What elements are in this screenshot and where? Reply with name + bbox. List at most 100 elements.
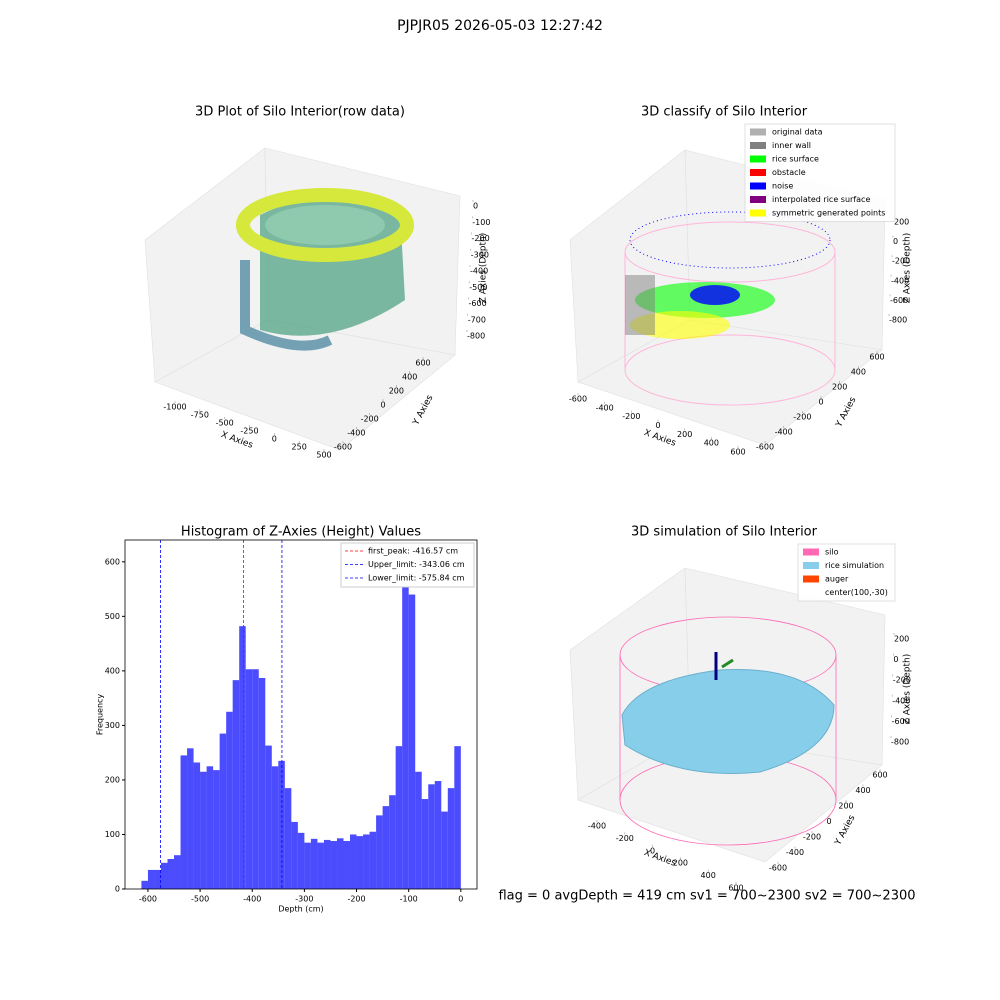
legend-label: original data (772, 128, 823, 137)
z-tick-label: -800 (467, 332, 485, 341)
y-tick-label: 200 (832, 383, 847, 392)
y-tick-label: -200 (793, 413, 811, 422)
x-tick-label: -500 (216, 419, 234, 428)
bar (389, 795, 396, 889)
chart-title: 3D Plot of Silo Interior(row data) (195, 105, 405, 120)
x-axis-label: Depth (cm) (278, 905, 323, 914)
z-tick-label: -800 (889, 316, 907, 325)
z-tick-label: 0 (473, 202, 478, 211)
x-tick-label: -250 (240, 427, 258, 436)
y-tick-label: 0 (115, 885, 120, 894)
x-tick-label: -400 (596, 403, 614, 412)
panel-3d-box (569, 567, 886, 863)
bar (330, 841, 337, 889)
x-tick-label: 400 (704, 439, 719, 448)
z-tick-label: -400 (892, 696, 910, 705)
z-tick-label: -400 (470, 267, 488, 276)
legend-box (744, 123, 896, 222)
y-tick-label: 600 (869, 353, 884, 362)
x-tick-label: 500 (316, 451, 331, 460)
bar (278, 760, 285, 889)
bar (252, 669, 259, 889)
z-tick-label: -300 (471, 250, 489, 259)
z-tick-label: -600 (890, 296, 908, 305)
z-tick-label: -600 (469, 299, 487, 308)
legend-label: obstacle (772, 168, 806, 177)
bar (232, 680, 240, 889)
z-tick-label: -600 (892, 717, 910, 726)
x-tick-label: -400 (243, 895, 261, 904)
y-tick-label: -600 (769, 864, 787, 873)
x-tick-label: 0 (655, 421, 660, 430)
x-tick-label: -600 (569, 395, 587, 404)
bar (226, 711, 233, 889)
chart-title: 3D simulation of Silo Interior (631, 525, 818, 540)
y-tick-label: 600 (415, 359, 430, 368)
legend-swatch (803, 562, 819, 569)
z-axis-label: Z Axies (Depth) (903, 654, 913, 725)
x-axis-label: X Axies (642, 848, 677, 869)
x-tick-label: -200 (616, 834, 634, 843)
bar (441, 811, 448, 889)
legend-label: interpolated rice surface (772, 195, 870, 204)
y-tick-label: 200 (105, 775, 120, 784)
x-tick-label: 250 (292, 443, 307, 452)
bar (402, 556, 409, 889)
x-tick-label: 0 (272, 435, 277, 444)
x-tick-label: -200 (347, 895, 365, 904)
bar (317, 842, 324, 889)
x-tick-label: -1000 (163, 403, 186, 412)
y-tick-label: 600 (872, 771, 887, 780)
plot-frame (124, 539, 478, 890)
z-tick-label: 200 (894, 635, 909, 644)
y-tick-label: 400 (855, 786, 870, 795)
z-tick-label: -200 (892, 257, 910, 266)
bar (213, 770, 220, 889)
legend-label: symmetric generated points (772, 209, 885, 218)
z-axis-label: Z Axies (Depth) (903, 233, 913, 304)
y-tick-label: 600 (105, 557, 120, 566)
y-tick-label: 0 (826, 817, 831, 826)
bar (336, 838, 344, 889)
legend-swatch (750, 209, 766, 217)
bar (408, 594, 416, 889)
z-tick-label: -200 (893, 676, 911, 685)
bar (167, 859, 175, 889)
bar (434, 781, 442, 889)
legend-label: rice simulation (825, 561, 884, 570)
y-tick-label: 500 (105, 612, 120, 621)
bar (350, 834, 357, 889)
y-tick-label: 200 (389, 387, 404, 396)
bar (454, 746, 461, 889)
y-tick-label: 0 (380, 401, 385, 410)
legend-box (340, 542, 475, 588)
y-tick-label: -200 (361, 415, 379, 424)
x-tick-label: -200 (622, 412, 640, 421)
bar (291, 821, 298, 889)
z-axis-label: Z Axies (Depth) (479, 233, 489, 304)
bar (219, 733, 227, 889)
bar (447, 788, 455, 889)
y-tick-label: 400 (851, 368, 866, 377)
bar (141, 880, 148, 889)
legend-label: first_peak: -416.57 cm (368, 547, 458, 556)
z-tick-label: -500 (469, 283, 487, 292)
bar (160, 862, 168, 889)
x-tick-label: -500 (191, 895, 209, 904)
bar (284, 788, 292, 889)
bar (200, 771, 207, 889)
y-tick-label: 400 (105, 666, 120, 675)
legend-label: auger (825, 575, 849, 584)
bar (369, 831, 377, 889)
legend-label: silo (825, 548, 839, 557)
x-tick-label: -750 (191, 411, 209, 420)
z-tick-label: -800 (891, 738, 909, 747)
bar (271, 766, 279, 889)
z-tick-label: -400 (891, 276, 909, 285)
y-tick-label: -400 (347, 429, 365, 438)
bar (206, 766, 214, 889)
y-axis-label: Y Axies (834, 395, 859, 430)
bar (297, 832, 305, 889)
y-tick-label: -400 (775, 428, 793, 437)
z-tick-label: 200 (894, 218, 909, 227)
